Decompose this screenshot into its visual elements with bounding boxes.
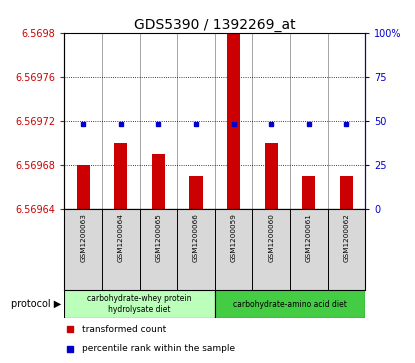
- Text: GSM1200065: GSM1200065: [155, 213, 161, 262]
- Title: GDS5390 / 1392269_at: GDS5390 / 1392269_at: [134, 18, 295, 32]
- Text: GSM1200061: GSM1200061: [306, 213, 312, 262]
- Text: GSM1200064: GSM1200064: [118, 213, 124, 262]
- Text: GSM1200060: GSM1200060: [268, 213, 274, 262]
- Text: GSM1200066: GSM1200066: [193, 213, 199, 262]
- Text: percentile rank within the sample: percentile rank within the sample: [82, 344, 235, 354]
- Bar: [152, 154, 165, 209]
- Text: carbohydrate-whey protein
hydrolysate diet: carbohydrate-whey protein hydrolysate di…: [87, 294, 192, 314]
- Bar: [340, 176, 353, 209]
- Bar: [76, 165, 90, 209]
- Bar: [265, 143, 278, 209]
- Text: GSM1200063: GSM1200063: [80, 213, 86, 262]
- Text: carbohydrate-amino acid diet: carbohydrate-amino acid diet: [233, 299, 347, 309]
- Text: GSM1200062: GSM1200062: [343, 213, 349, 262]
- Bar: [215, 290, 365, 318]
- Bar: [189, 176, 203, 209]
- Bar: [114, 143, 127, 209]
- Text: transformed count: transformed count: [82, 325, 167, 334]
- Text: protocol ▶: protocol ▶: [11, 299, 61, 309]
- Bar: [302, 176, 315, 209]
- Bar: [64, 290, 215, 318]
- Text: GSM1200059: GSM1200059: [231, 213, 237, 262]
- Bar: [227, 33, 240, 209]
